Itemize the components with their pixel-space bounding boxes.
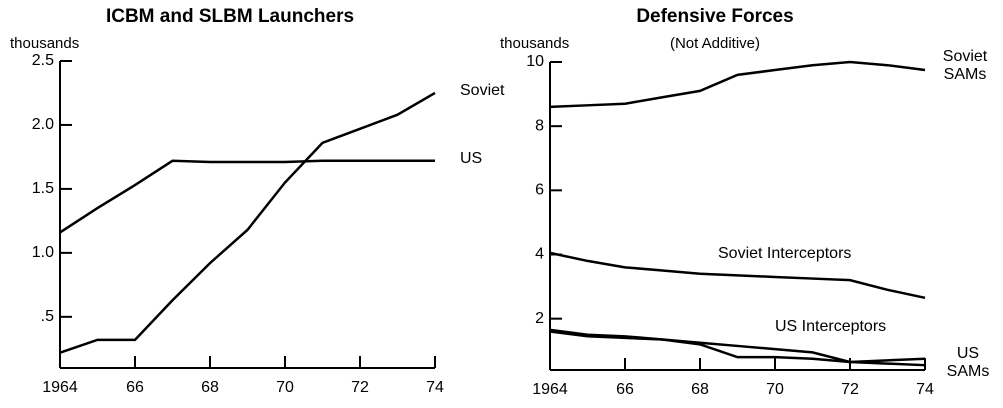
chart-title: Defensive Forces	[636, 6, 793, 27]
x-tick-label: 70	[276, 379, 294, 396]
x-tick-label: 74	[916, 381, 934, 398]
x-tick-label: 70	[766, 381, 784, 398]
y-tick-label: 1.0	[32, 244, 54, 261]
x-tick-label: 74	[426, 379, 444, 396]
series-label: US SAMs	[946, 345, 990, 380]
x-tick-label: 66	[126, 379, 144, 396]
x-tick-label: 1964	[42, 379, 78, 396]
x-tick-label: 66	[616, 381, 634, 398]
x-tick-label: 72	[841, 381, 859, 398]
series-label: US Interceptors	[775, 318, 887, 335]
x-tick-label: 72	[351, 379, 369, 396]
y-tick-label: 8	[535, 117, 544, 134]
y-tick-label: 6	[535, 182, 544, 199]
x-tick-label: 1964	[532, 381, 568, 398]
x-tick-label: 68	[691, 381, 709, 398]
series-line	[549, 328, 926, 367]
series-line	[549, 251, 926, 300]
y-axis-label: thousands	[10, 35, 79, 52]
series-label: Soviet Interceptors	[718, 245, 852, 262]
y-tick-label: 1.5	[32, 180, 54, 197]
y-tick-label: 2.5	[32, 52, 54, 69]
series-line	[59, 91, 436, 354]
y-tick-label: 2.0	[32, 116, 54, 133]
y-tick-label: 4	[535, 246, 544, 263]
chart-title: ICBM and SLBM Launchers	[106, 6, 354, 27]
chart-subtitle: (Not Additive)	[670, 35, 760, 52]
y-tick-label: 10	[526, 53, 544, 70]
series-line	[549, 60, 926, 109]
series-label: Soviet	[460, 82, 505, 99]
y-tick-label: .5	[41, 308, 54, 325]
series-label: Soviet SAMs	[942, 48, 988, 83]
y-tick-label: 2	[535, 310, 544, 327]
x-tick-label: 68	[201, 379, 219, 396]
series-line	[59, 159, 435, 234]
y-axis-label: thousands	[500, 35, 569, 52]
series-label: US	[460, 150, 483, 167]
